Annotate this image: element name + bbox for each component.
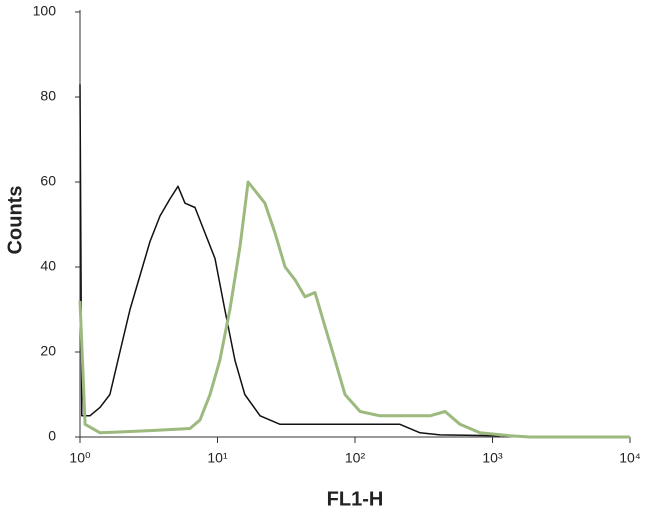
histogram-line — [78, 180, 630, 439]
x-axis-title: FL1-H — [327, 488, 384, 510]
x-tick-label: 10⁰ — [69, 450, 91, 466]
y-tick-label: 40 — [40, 258, 56, 274]
y-tick-label: 60 — [40, 173, 56, 189]
y-tick-label: 20 — [40, 343, 56, 359]
x-tick-label: 10³ — [482, 450, 503, 466]
histogram-line — [79, 84, 501, 437]
y-tick-label: 80 — [40, 88, 56, 104]
x-tick-label: 10² — [345, 450, 366, 466]
x-tick-label: 10⁴ — [619, 450, 641, 466]
y-tick-label: 0 — [48, 428, 56, 444]
x-tick-label: 10¹ — [207, 450, 228, 466]
y-tick-label: 100 — [33, 3, 57, 19]
y-axis-title: Counts — [4, 186, 26, 255]
